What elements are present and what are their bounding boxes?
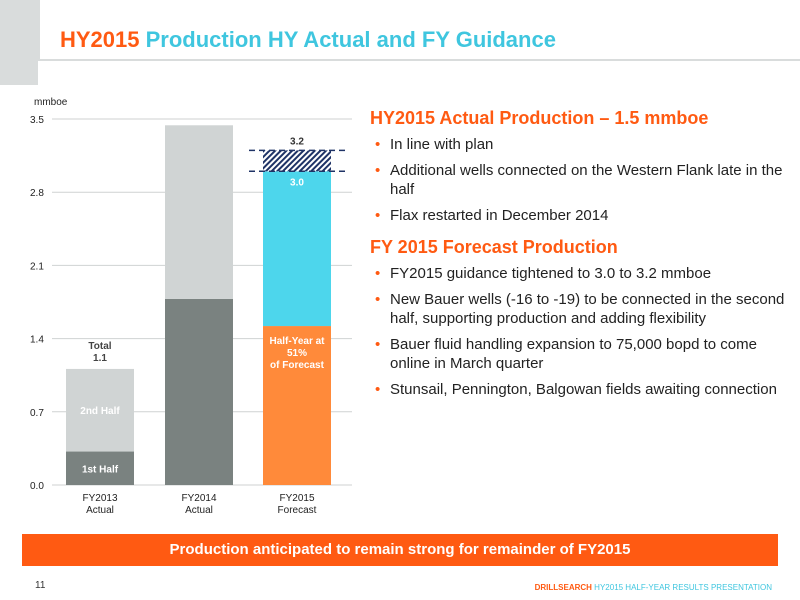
bullet-actual-1: • In line with plan [370,135,785,154]
bullet-marker: • [375,162,381,179]
footer: DRILLSEARCH HY2015 HALF-YEAR RESULTS PRE… [535,583,772,592]
summary-banner: Production anticipated to remain strong … [22,534,778,566]
bullet-forecast-4: • Stunsail, Pennington, Balgowan fields a… [370,380,785,399]
y-tick-label: 3.5 [30,115,44,126]
bullet-text: In line with plan [390,136,494,153]
bar-first-half [263,326,331,485]
production-chart: mmboe0.00.71.42.12.83.5FY2013ActualFY201… [30,97,352,516]
footer-brand: DRILLSEARCH [534,583,592,592]
data-label-guidance-high: 3.2 [290,136,304,147]
bullets-forecast-production: • FY2015 guidance tightened to 3.0 to 3.2… [370,264,785,399]
bar-guidance-range [263,150,331,172]
bar-first-half [66,451,134,485]
data-label-guidance-low: 3.0 [290,177,304,188]
page-number: 11 [35,580,46,591]
data-label-first-half: 1st Half [82,464,119,475]
y-tick-label: 0.0 [30,481,44,492]
bullet-text: New Bauer wells (-16 to -19) to be conne… [390,291,785,327]
page-title-rest: Production HY Actual and FY Guidance [139,27,556,52]
bullet-marker: • [375,381,381,398]
y-tick-label: 2.8 [30,188,44,199]
bullets-actual-production: • In line with plan • Additional wells conn… [370,135,785,225]
heading-forecast-production: FY 2015 Forecast Production [370,237,618,257]
heading-actual-production: HY2015 Actual Production – 1.5 mmboe [370,108,709,128]
data-label-total-value: 1.1 [93,353,107,364]
footer-presentation-title: HY2015 HALF-YEAR RESULTS PRESENTATION [591,583,772,592]
x-tick-label: Actual [185,505,213,516]
y-axis-label: mmboe [34,97,68,108]
title-corner-decoration [0,0,38,85]
bullet-forecast-3: • Bauer fluid handling expansion to 75,00… [370,335,785,373]
title-divider-vertical [38,0,40,61]
data-label-half-year: Half-Year at [269,336,325,347]
y-tick-label: 0.7 [30,408,44,419]
title-divider-horizontal [38,59,800,61]
bullet-text: Flax restarted in December 2014 [390,207,609,224]
data-label-second-half: 2nd Half [80,406,120,417]
bar-second-half [263,171,331,327]
bar-second-half [165,125,233,299]
data-label-total: Total [88,341,111,352]
x-tick-label: FY2013 [82,493,117,504]
x-tick-label: FY2014 [181,493,216,504]
bullet-actual-2: • Additional wells connected on the Weste… [370,161,785,199]
data-label-half-year-pct: 51% [287,348,307,359]
page-title-highlight: HY2015 [60,27,140,52]
bar-first-half [165,298,233,485]
bullet-marker: • [375,136,381,153]
title-bar: HY2015 Production HY Actual and FY Guida… [0,0,800,85]
bullet-text: Stunsail, Pennington, Balgowan fields aw… [390,381,777,398]
bullet-forecast-2: • New Bauer wells (-16 to -19) to be conn… [370,290,785,328]
x-tick-label: Forecast [278,505,317,516]
bullet-marker: • [375,207,381,224]
x-tick-label: Actual [86,505,114,516]
y-tick-label: 1.4 [30,335,44,346]
data-label-half-year-forecast: of Forecast [270,360,325,371]
bullet-actual-3: • Flax restarted in December 2014 [370,206,785,225]
page-title: HY2015 Production HY Actual and FY Guida… [60,27,556,53]
bullet-marker: • [375,291,381,308]
bullet-text: FY2015 guidance tightened to 3.0 to 3.2 … [390,265,712,282]
bullet-text: Additional wells connected on the Wester… [390,162,783,198]
bullet-marker: • [375,336,381,353]
commentary-panel: HY2015 Actual Production – 1.5 mmboe • In… [370,108,785,406]
x-tick-label: FY2015 [279,493,314,504]
bar-second-half [66,368,134,452]
bullet-marker: • [375,265,381,282]
y-tick-label: 2.1 [30,261,44,272]
bullet-text: Bauer fluid handling expansion to 75,000… [390,336,757,372]
bullet-forecast-1: • FY2015 guidance tightened to 3.0 to 3.2… [370,264,785,283]
